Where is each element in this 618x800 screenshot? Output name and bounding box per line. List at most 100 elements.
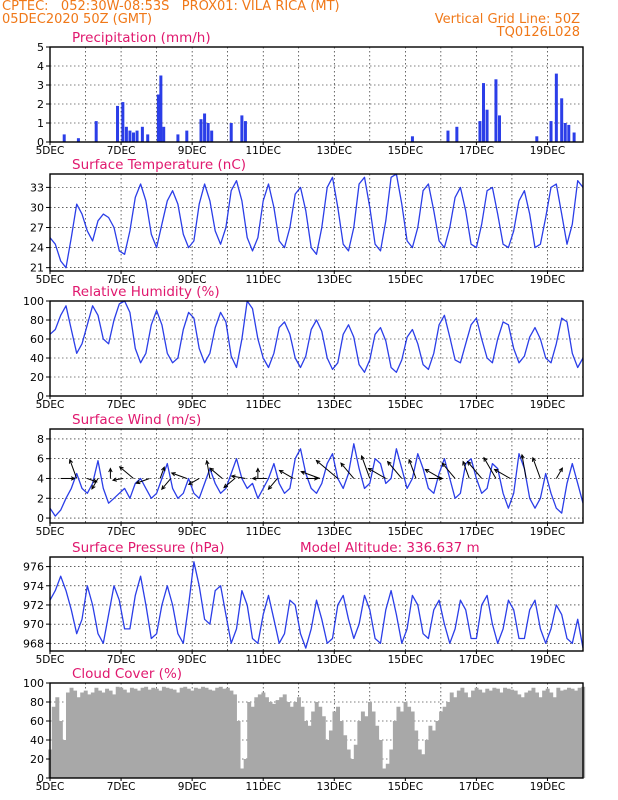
cloud-col: [243, 759, 248, 778]
cloud-col: [126, 692, 131, 778]
cloud-col: [325, 740, 330, 778]
cloud-col: [346, 749, 351, 778]
wind-arrow: [387, 461, 403, 479]
rh-ytick-label: 20: [30, 371, 44, 384]
cloud-col: [55, 697, 60, 778]
precip-bar: [135, 130, 139, 142]
temp-xtick-label: 13DEC: [317, 274, 352, 286]
cloud-xtick-label: 7DEC: [107, 781, 136, 793]
cloud-col: [240, 768, 245, 778]
precip-xtick-label: 9DEC: [178, 145, 207, 157]
cloud-col: [307, 725, 312, 778]
wind-ytick-label: 0: [37, 512, 44, 525]
wind-arrow-head: [520, 453, 525, 459]
cloud-col: [201, 686, 205, 778]
cloud-col: [186, 688, 191, 778]
cloud-col: [499, 692, 504, 778]
precip-xtick-label: 7DEC: [107, 145, 136, 157]
wind-arrow-head: [92, 478, 98, 483]
precip-bar: [563, 123, 567, 142]
precip-xtick-label: 19DEC: [530, 145, 565, 157]
temp-xtick-label: 9DEC: [178, 274, 207, 286]
temp-ytick-label: 24: [30, 242, 44, 255]
cloud-col: [492, 687, 497, 778]
wind-arrow: [87, 478, 97, 483]
cloud-col: [51, 706, 56, 778]
precip-ytick-label: 1: [37, 117, 44, 130]
temp-ytick-label: 33: [30, 181, 44, 194]
cloud-col: [431, 730, 436, 778]
temp-ytick-label: 27: [30, 222, 44, 235]
pres-frame: [49, 556, 584, 652]
cloud-col: [293, 702, 298, 778]
rh-frame: [49, 300, 584, 397]
cloud-col: [122, 689, 127, 778]
cloud-col: [83, 690, 88, 778]
cloud-col: [300, 706, 305, 778]
cloud-col: [328, 730, 333, 778]
temp-line: [49, 173, 584, 269]
precip-ytick-label: 5: [37, 41, 44, 54]
wind-xtick-label: 5DEC: [36, 526, 65, 538]
wind-arrow: [494, 469, 511, 479]
cloud-col: [442, 706, 447, 778]
wind-xtick-label: 7DEC: [107, 526, 136, 538]
wind-arrow: [483, 457, 497, 479]
precip-ytick-label: 4: [37, 60, 44, 73]
pres-ytick-label: 974: [23, 580, 44, 593]
cloud-col: [172, 689, 177, 778]
cloud-col: [279, 697, 284, 778]
cloud-col: [371, 711, 376, 778]
precip-bar: [497, 115, 501, 142]
cloud-col: [76, 697, 81, 778]
precip-bar: [124, 126, 128, 142]
precip-frame: [49, 46, 584, 143]
cloud-col: [115, 686, 120, 778]
cloud-col: [542, 690, 547, 778]
rh-xtick-label: 9DEC: [178, 399, 207, 411]
cloud-col: [275, 700, 280, 778]
cloud-col: [254, 697, 259, 778]
wind-arrow-head: [209, 467, 215, 473]
rh-ytick-label: 40: [30, 352, 44, 365]
wind-xtick-label: 19DEC: [530, 526, 565, 538]
precip-bar: [76, 138, 80, 142]
wind-arrow-head: [300, 470, 306, 475]
precip-xtick-label: 13DEC: [317, 145, 352, 157]
pres-xtick-label: 7DEC: [107, 654, 136, 666]
wind-arrow: [209, 467, 223, 479]
cloud-col: [421, 754, 426, 778]
cloud-col: [165, 687, 170, 778]
cloud-title: Cloud Cover (%): [72, 666, 182, 682]
precip-xtick-label: 11DEC: [245, 145, 280, 157]
cloud-col: [417, 749, 422, 778]
wind-arrow-head: [170, 472, 176, 477]
cloud-col: [474, 687, 479, 778]
cloud-col: [382, 768, 387, 778]
wind-arrow: [408, 459, 417, 479]
wind-arrow-head: [161, 466, 166, 472]
cloud-col: [545, 688, 550, 778]
precip-bar: [156, 94, 160, 142]
cloud-ytick-label: 20: [30, 753, 44, 766]
wind-line: [49, 443, 584, 517]
cloud-col: [453, 697, 458, 778]
cloud-col: [567, 687, 571, 778]
cloud-col: [101, 692, 106, 778]
wind-arrow: [112, 477, 123, 481]
wind-arrow: [441, 462, 456, 479]
precip-bar: [572, 132, 576, 142]
cloud-col: [339, 721, 344, 778]
rh-xtick-label: 7DEC: [107, 399, 136, 411]
wind-arrow-head: [408, 458, 413, 464]
cloud-col: [467, 697, 472, 778]
cloud-col: [559, 690, 564, 778]
rh-ytick-label: 60: [30, 333, 44, 346]
rh-xtick-label: 15DEC: [388, 399, 423, 411]
precip-bar: [560, 98, 564, 142]
cloud-col: [129, 687, 134, 778]
precip-bar: [485, 109, 489, 142]
precip-bar: [494, 79, 498, 142]
cloud-col: [364, 716, 369, 778]
cloud-col: [524, 692, 529, 778]
